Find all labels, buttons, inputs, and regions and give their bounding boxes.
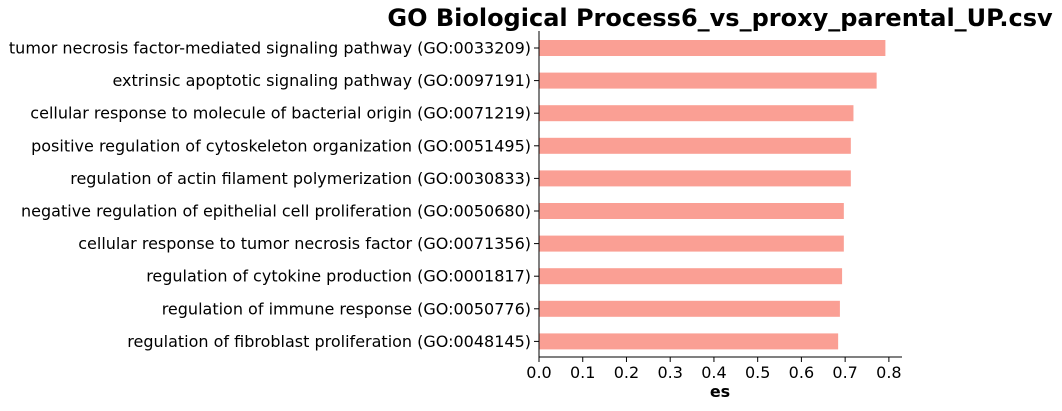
x-tick-label: 0.8 [876, 363, 901, 382]
x-tick-label: 0.2 [614, 363, 639, 382]
bar [539, 105, 854, 122]
bar [539, 203, 844, 219]
category-label: negative regulation of epithelial cell p… [21, 202, 531, 221]
category-label: cellular response to tumor necrosis fact… [78, 234, 531, 253]
x-tick-label: 0.0 [526, 363, 551, 382]
bar [539, 268, 843, 285]
bar [539, 170, 851, 187]
category-label: regulation of actin filament polymerizat… [70, 169, 531, 188]
x-tick-label: 0.7 [832, 363, 857, 382]
bar [539, 40, 886, 56]
category-labels: tumor necrosis factor-mediated signaling… [9, 39, 539, 351]
bars-group [539, 40, 886, 350]
x-tick-label: 0.1 [570, 363, 595, 382]
bar [539, 333, 839, 350]
bar [539, 235, 844, 252]
x-axis-ticks: 0.0 0.1 0.2 0.3 0.4 0.5 0.6 0.7 0.8 [526, 357, 902, 382]
bar [539, 300, 840, 317]
x-axis-title: es [710, 382, 730, 401]
x-tick-label: 0.3 [657, 363, 682, 382]
bar [539, 137, 851, 154]
x-tick-label: 0.6 [789, 363, 814, 382]
category-label: positive regulation of cytoskeleton orga… [31, 136, 531, 155]
category-label: regulation of immune response (GO:005077… [162, 299, 531, 318]
category-label: regulation of fibroblast proliferation (… [127, 332, 531, 351]
chart-title: GO Biological Process6_vs_proxy_parental… [387, 4, 1053, 32]
x-tick-label: 0.4 [701, 363, 726, 382]
category-label: regulation of cytokine production (GO:00… [146, 267, 531, 286]
x-tick-label: 0.5 [745, 363, 770, 382]
category-label: cellular response to molecule of bacteri… [30, 104, 531, 123]
category-label: extrinsic apoptotic signaling pathway (G… [112, 71, 531, 90]
category-label: tumor necrosis factor-mediated signaling… [9, 39, 531, 58]
bar [539, 72, 877, 89]
